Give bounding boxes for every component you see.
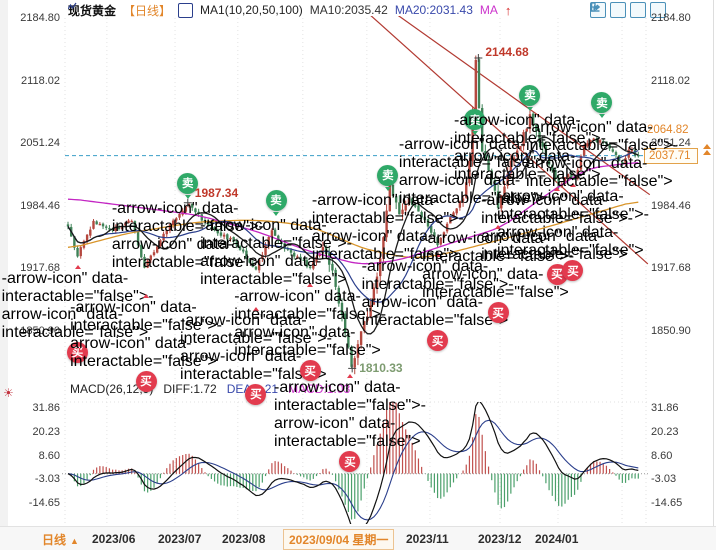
down-arrow-icon	[526, 106, 533, 111]
buy-badge-label: 买	[487, 302, 509, 324]
exit-icon[interactable]	[590, 2, 666, 18]
y-axis-label: 1850.90	[20, 324, 60, 337]
up-arrow-icon	[346, 374, 353, 379]
macd-axis-label: 31.86	[651, 402, 679, 414]
sell-badge-label: 卖	[265, 189, 287, 211]
buy-badge-label: 买	[135, 370, 157, 392]
macd-axis-label: 31.86	[32, 402, 60, 414]
buy-signal-badge: -arrow-icon" data-interactable="false">-…	[234, 282, 386, 382]
price-annotation: 2144.68	[485, 45, 529, 60]
buy-badge-label: 买	[299, 360, 321, 382]
ma20-value: MA20:2031.43	[394, 3, 473, 17]
buy-badge-label: 买	[427, 330, 449, 352]
indicator-icon[interactable]	[68, 2, 194, 18]
x-axis-date: 2023/12	[478, 532, 522, 546]
y-axis-label: 1984.46	[651, 199, 691, 212]
sell-badge-label: 卖	[519, 84, 541, 106]
ma-more-label: MA	[479, 3, 498, 17]
current-price-tag: 2037.71	[644, 148, 698, 164]
buy-badge-label: 买	[546, 263, 568, 285]
up-arrow-icon	[252, 306, 259, 311]
macd-axis-label: -3.03	[651, 473, 677, 485]
left-gutter	[0, 0, 8, 526]
x-axis-date: 2023/08	[222, 532, 266, 546]
x-axis-date: 2023/07	[158, 532, 202, 546]
macd-axis-label: -3.03	[34, 473, 60, 485]
macd-diff-value: DIFF:1.72	[163, 382, 217, 396]
trend-up-arrow-icon: ↑	[504, 2, 512, 18]
period-selector-button[interactable]: 日线 ▲	[42, 533, 79, 547]
buy-badge-label: 买	[339, 451, 361, 473]
buy-badge-label: 买	[245, 383, 267, 405]
triangle-up-icon: ▲	[70, 536, 79, 546]
buy-signal-badge: -arrow-icon" data-interactable="false">-…	[497, 182, 649, 282]
macd-axis-label: 20.23	[32, 425, 60, 438]
down-arrow-icon	[471, 131, 478, 136]
macd-axis-label: 20.23	[651, 425, 679, 438]
alert-price-tag: 2064.82	[647, 124, 689, 136]
buy-badge-label: 买	[67, 341, 89, 363]
ma-settings-label[interactable]: MA1(10,20,50,100)	[200, 3, 303, 17]
price-annotation: 1987.34	[194, 185, 239, 200]
period-tag[interactable]: 【日线】	[123, 3, 172, 18]
price-up-arrows-icon	[702, 144, 712, 156]
x-axis-date: 2024/01	[535, 532, 579, 546]
y-axis-label: 2184.80	[20, 12, 60, 24]
macd-axis-label: 8.60	[651, 449, 673, 462]
macd-bar-value: MACD:1.03	[288, 382, 351, 396]
buy-signal-badge: -arrow-icon" data-interactable="false">-…	[274, 373, 426, 473]
macd-axis-label: -14.65	[651, 497, 683, 509]
macd-header: MACD(26,12,9) DIFF:1.72 DEA:1.21 MACD:1.…	[70, 382, 350, 396]
instrument-title: 现货黄金	[68, 3, 117, 18]
selected-date-label: 2023/09/04 星期一	[283, 529, 395, 550]
macd-axis-label: -14.65	[28, 497, 60, 509]
toolbar	[590, 2, 666, 18]
buy-signal-badge: -arrow-icon" data-interactable="false">-…	[70, 293, 222, 392]
up-arrow-icon	[554, 186, 561, 191]
down-arrow-icon	[384, 186, 391, 191]
down-arrow-icon	[184, 194, 191, 199]
y-axis-label: 2184.80	[651, 12, 691, 24]
y-axis-label: 1917.68	[20, 262, 60, 274]
sell-badge-label: 卖	[464, 109, 486, 131]
price-annotation: 1810.33	[359, 361, 403, 376]
y-axis-label: 2051.24	[651, 137, 691, 149]
y-axis-label: 1917.68	[651, 262, 691, 274]
macd-name[interactable]: MACD(26,12,9)	[70, 382, 154, 396]
up-arrow-icon	[143, 293, 150, 298]
ma10-value: MA10:2035.42	[309, 3, 388, 17]
macd-axis-label: 8.60	[38, 449, 60, 462]
up-arrow-icon	[569, 183, 576, 188]
x-axis-date: 2023/11	[406, 532, 449, 546]
x-axis-date: 2023/06	[92, 532, 136, 546]
y-axis-label: 2118.02	[651, 74, 690, 87]
y-axis-label: 2118.02	[21, 74, 60, 87]
playback-icon[interactable]	[590, 2, 646, 18]
down-arrow-icon	[598, 114, 605, 119]
sell-signal-badge: 卖 -arrow-icon" data-interactable="false">…	[200, 189, 352, 289]
indicator-settings-icon[interactable]: ☀	[3, 386, 14, 400]
up-arrow-icon	[307, 283, 314, 288]
sell-badge-label: 卖	[177, 172, 199, 194]
sell-badge-label: 卖	[591, 92, 613, 114]
sell-signal-badge: 卖 -arrow-icon" data-interactable="false">…	[312, 164, 464, 264]
right-border	[713, 0, 714, 526]
down-arrow-icon	[273, 211, 280, 216]
indicator-window-icon[interactable]	[590, 2, 626, 18]
chart-header: 现货黄金 【日线】 MA1(10,20,50,100) MA10:2035.42…	[68, 2, 511, 18]
y-axis-label: 1984.46	[20, 199, 60, 212]
y-axis-label: 1850.90	[651, 324, 691, 337]
buy-badge-label: 买	[562, 260, 584, 282]
y-axis-label: 2051.24	[20, 137, 60, 149]
time-axis-bar: 日线 ▲ 2023/06 2023/07 2023/08 2023/09/04 星…	[0, 526, 716, 550]
up-arrow-icon	[495, 225, 502, 230]
up-arrow-icon	[74, 264, 81, 269]
up-arrow-icon	[434, 253, 441, 258]
sell-signal-badge: 卖 -arrow-icon" data-interactable="false">…	[526, 92, 678, 191]
sell-badge-label: 卖	[377, 164, 399, 186]
